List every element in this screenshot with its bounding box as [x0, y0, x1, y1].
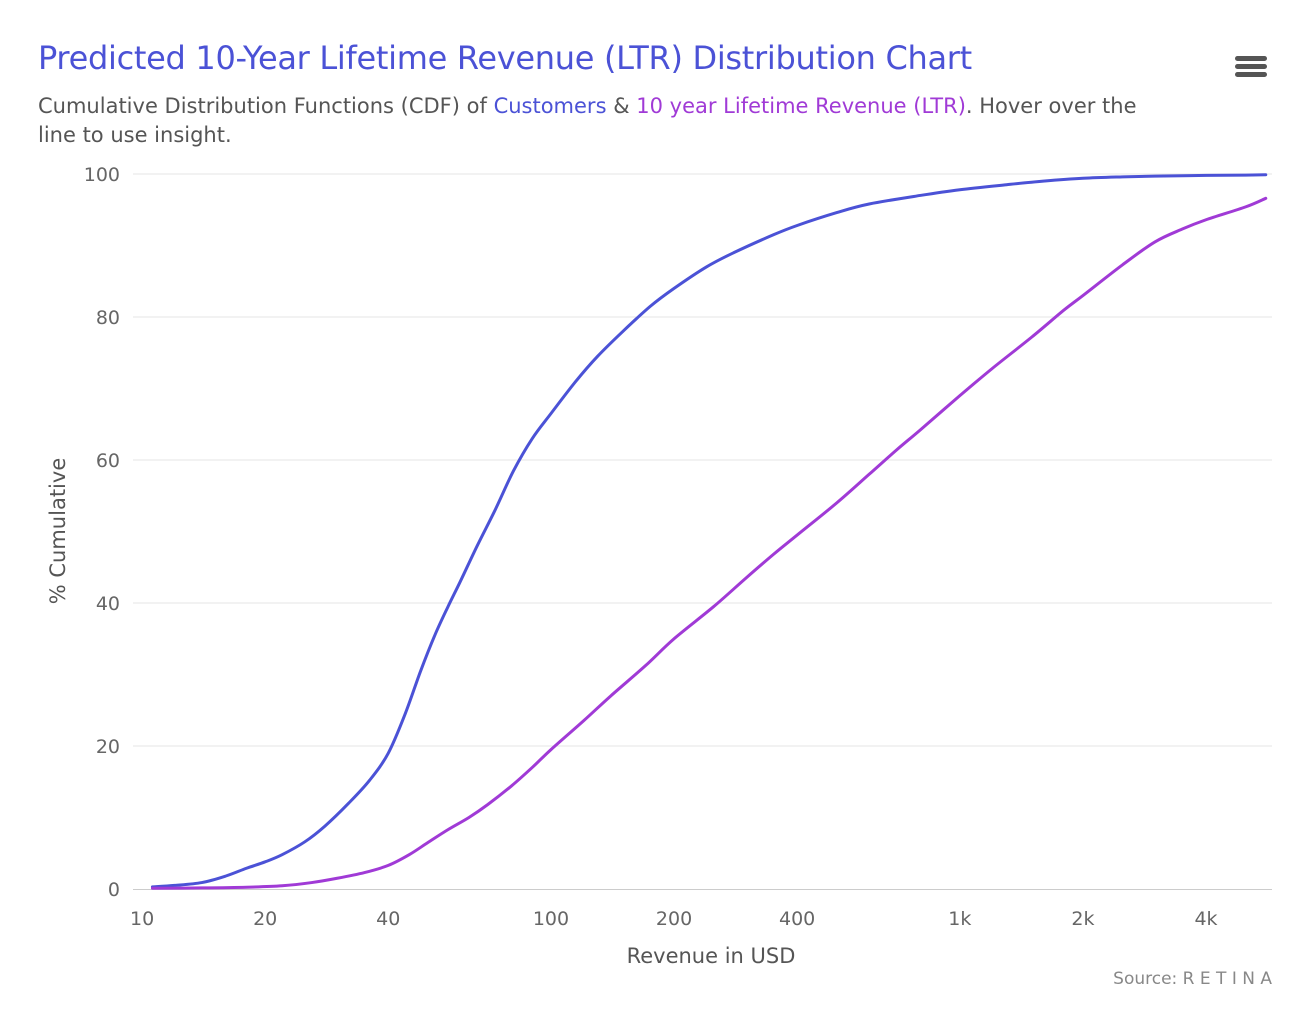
grid-lines	[133, 173, 1272, 747]
x-tick-label: 400	[779, 908, 815, 930]
subtitle-ampersand: &	[606, 94, 637, 118]
x-axis-title: Revenue in USD	[627, 944, 796, 968]
subtitle-customers-label: Customers	[493, 94, 607, 118]
x-tick-label: 200	[656, 908, 692, 930]
menu-bar-top	[1235, 56, 1267, 61]
y-tick-label: 40	[96, 593, 120, 615]
y-tick-label: 20	[96, 736, 120, 758]
hamburger-menu-icon[interactable]	[1228, 50, 1272, 86]
chart-subtitle: Cumulative Distribution Functions (CDF) …	[38, 92, 1178, 150]
x-tick-label: 10	[130, 908, 154, 930]
y-tick-label: 0	[108, 879, 120, 901]
menu-bar-bottom	[1235, 72, 1267, 77]
x-tick-label: 1k	[948, 908, 971, 930]
series-line-customers[interactable]	[150, 173, 1268, 889]
x-tick-label: 20	[253, 908, 277, 930]
axes: 0 20 40 60 80 100 10 20 40 100 200 400 1k 2k 4k	[84, 164, 1272, 930]
subtitle-outro: . Hover over the line to use insight.	[38, 94, 1137, 147]
menu-bar-middle	[1235, 64, 1267, 69]
x-tick-label: 2k	[1071, 908, 1094, 930]
source-credit[interactable]: Source: R E T I N A	[1113, 969, 1272, 989]
y-tick-label: 80	[96, 307, 120, 329]
series-line-ltr[interactable]	[150, 196, 1268, 890]
y-tick-label: 60	[96, 450, 120, 472]
x-tick-label: 40	[376, 908, 400, 930]
y-axis-title: % Cumulative	[46, 458, 70, 605]
chart-title: Predicted 10-Year Lifetime Revenue (LTR)…	[38, 39, 972, 77]
y-tick-label: 100	[84, 164, 120, 186]
subtitle-ltr-label: 10 year Lifetime Revenue (LTR)	[636, 94, 966, 118]
x-tick-label: 100	[533, 908, 569, 930]
x-tick-label: 4k	[1194, 908, 1217, 930]
subtitle-intro: Cumulative Distribution Functions (CDF) …	[38, 94, 494, 118]
series-lines[interactable]	[150, 173, 1268, 890]
